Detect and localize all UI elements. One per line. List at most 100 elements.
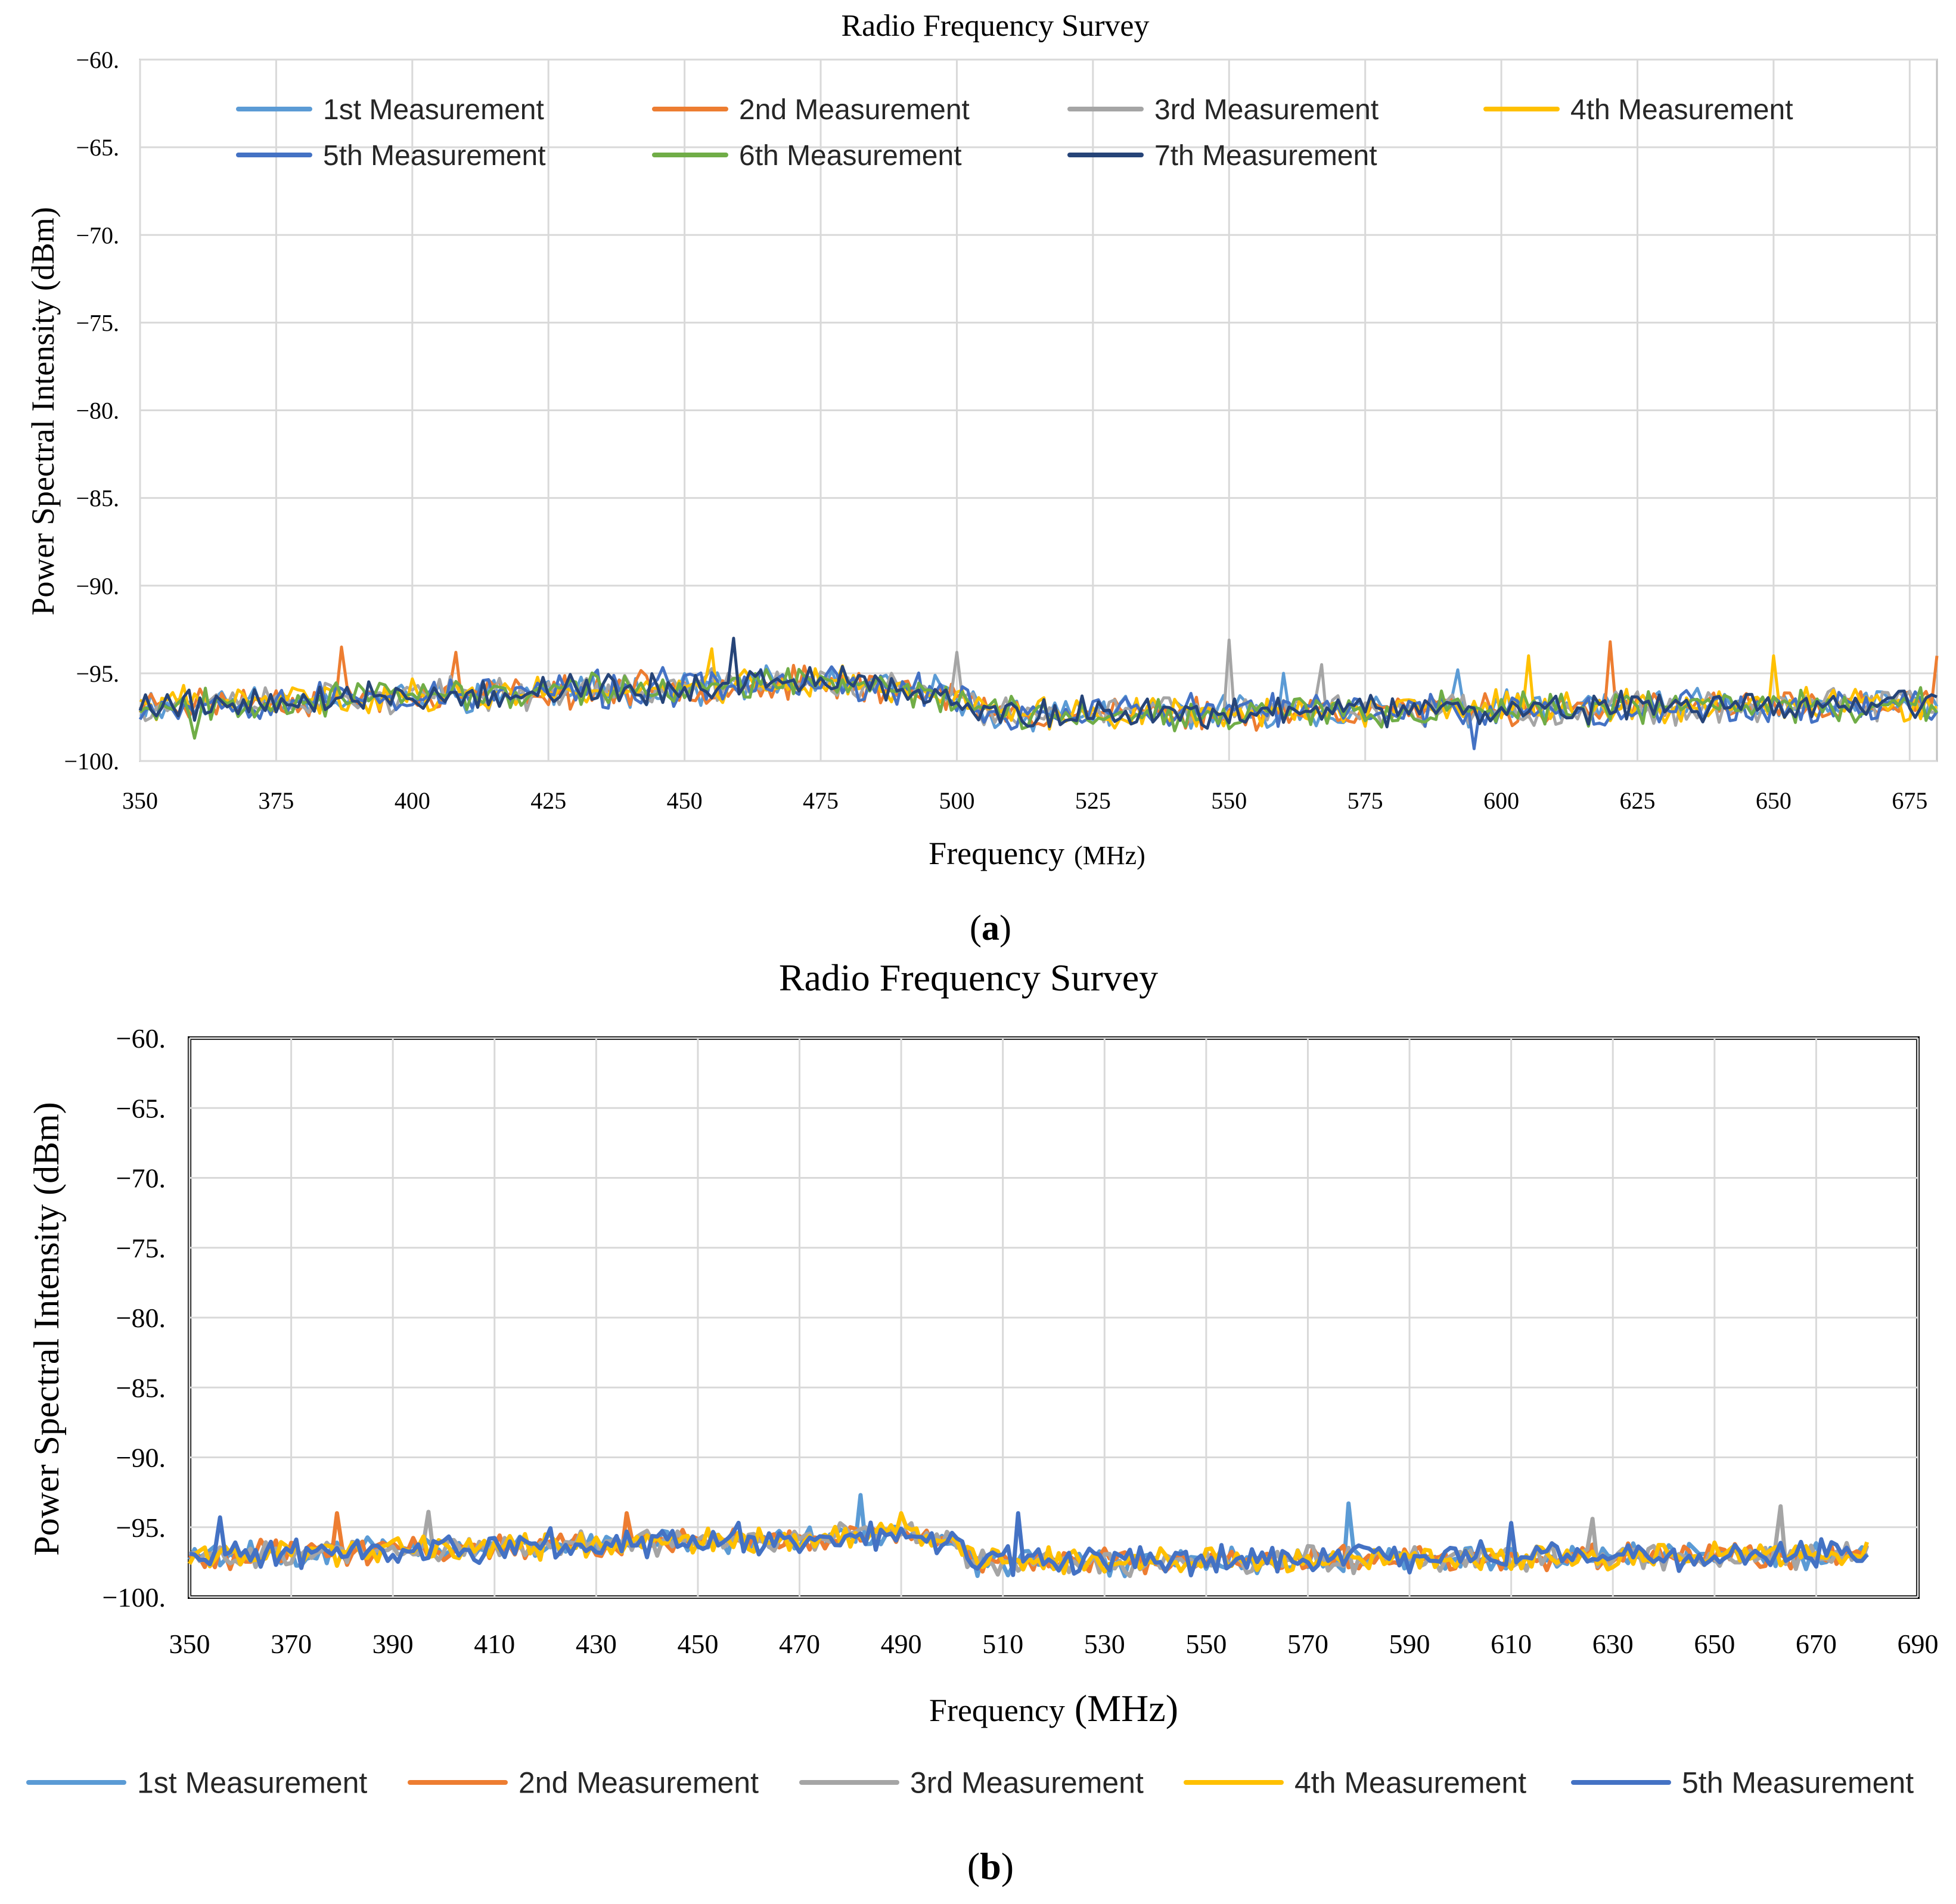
x-tick-label: 650 [1756,787,1792,814]
series-line [189,1511,1869,1577]
legend-item: 2nd Measurement [652,94,970,126]
x-tick-label: 530 [1084,1629,1125,1659]
x-tick-label: 510 [982,1629,1023,1659]
x-tick-label: 650 [1694,1629,1735,1659]
legend-label: 5th Measurement [323,140,546,172]
y-tick-label: −85. [116,1372,166,1403]
series-line [138,636,1938,730]
x-tick-label: 550 [1185,1629,1227,1659]
y-tick-label: −60. [76,46,119,73]
x-tick-labels: 350 370 390 410 430 450 470 490 510 530 550 570 590 6… [169,1629,1939,1659]
y-tick-labels: −60. −65. −70. −75. −80. −85. −90. −95. −100. [103,1023,166,1613]
x-tick-label: 670 [1796,1629,1837,1659]
x-tick-label: 600 [1483,787,1519,814]
legend-label: 2nd Measurement [519,1766,759,1800]
legend-item: 6th Measurement [652,140,962,172]
panel-label-open: ( [967,1845,980,1887]
x-axis-label: Frequency (MHz) [929,1687,1178,1729]
x-axis-label-text: Frequency [929,835,1064,871]
x-tick-label: 475 [803,787,839,814]
x-tick-label: 410 [474,1629,515,1659]
x-tick-label: 675 [1892,787,1927,814]
legend-label: 6th Measurement [739,140,962,172]
x-tick-label: 400 [395,787,430,814]
panel-label-close: ) [1001,1845,1014,1887]
legend-label: 1st Measurement [323,94,544,126]
x-tick-label: 490 [881,1629,922,1659]
legend-item: 1st Measurement [26,1766,367,1800]
y-tick-label: −60. [116,1023,166,1054]
panel-label-letter: b [980,1845,1001,1887]
legend-label: 1st Measurement [137,1766,367,1800]
x-tick-label: 500 [939,787,974,814]
x-tick-label: 690 [1898,1629,1939,1659]
legend-label: 7th Measurement [1154,140,1377,172]
legend-label: 2nd Measurement [739,94,970,126]
x-tick-label: 575 [1348,787,1383,814]
x-tick-labels: 350 375 400 425 450 475 500 525 550 575 600 625 650 6… [122,787,1927,814]
legend: 1st Measurement 2nd Measurement 3rd Measur… [26,1766,1914,1800]
y-tick-label: −75. [116,1233,166,1263]
panel-label-letter: a [982,908,999,948]
y-tick-label: −90. [116,1443,166,1473]
x-tick-label: 590 [1389,1629,1430,1659]
y-axis-label: Power Spectral Intensity (dBm) [27,1102,66,1556]
panel-label: (a) [970,908,1011,948]
y-tick-label: −85. [76,485,119,512]
y-tick-label: −95. [76,660,119,687]
legend-item: 2nd Measurement [408,1766,759,1800]
chart-title: Radio Frequency Survey [779,956,1158,999]
x-tick-label: 375 [258,787,294,814]
series-lines [187,1493,1870,1579]
y-tick-labels: −60. −65. −70. −75. −80. −85. −90. −95. −100. [64,46,119,775]
x-tick-label: 525 [1075,787,1111,814]
x-tick-label: 350 [169,1629,210,1659]
y-tick-label: −80. [76,397,119,424]
x-tick-label: 610 [1491,1629,1532,1659]
legend-label: 4th Measurement [1294,1766,1526,1800]
legend-item: 4th Measurement [1184,1766,1526,1800]
y-tick-label: −70. [76,222,119,249]
legend-item: 1st Measurement [236,94,544,126]
x-tick-label: 390 [372,1629,414,1659]
legend-label: 3rd Measurement [910,1766,1144,1800]
y-tick-label: −100. [64,748,119,775]
chart-panel-a: Radio Frequency Survey −60.−65.−70.−75.−… [25,9,1939,948]
x-tick-label: 570 [1287,1629,1328,1659]
legend-item: 5th Measurement [1571,1766,1914,1800]
series-lines [138,636,1939,750]
gridlines [139,58,1937,762]
legend-item: 3rd Measurement [1067,94,1378,126]
panel-label: (b) [967,1845,1014,1887]
y-tick-label: −70. [116,1163,166,1194]
legend-label: 3rd Measurement [1154,94,1378,126]
x-tick-label: 430 [576,1629,617,1659]
plot-area: −60. −65. −70. −75. −80. −85. −90. −95. −100. 35… [103,1023,1939,1659]
x-tick-label: 450 [677,1629,718,1659]
legend: 1st Measurement 2nd Measurement 3rd Measur… [236,94,1793,172]
y-tick-label: −100. [103,1582,166,1613]
legend-item: 7th Measurement [1067,140,1377,172]
legend-label: 4th Measurement [1570,94,1793,126]
x-axis-label: Frequency (MHz) [929,835,1145,871]
x-axis-label-text: Frequency [929,1692,1065,1728]
chart-title: Radio Frequency Survey [841,9,1149,43]
panel-label-open: ( [970,908,982,948]
gridlines [188,1037,1919,1598]
y-tick-label: −65. [116,1093,166,1123]
x-tick-label: 470 [779,1629,820,1659]
y-tick-label: −95. [116,1512,166,1543]
chart-panel-b: Radio Frequency Survey −60. −65. −70. −75. −… [26,956,1939,1887]
legend-item: 3rd Measurement [799,1766,1144,1800]
y-tick-label: −90. [76,573,119,600]
x-tick-label: 630 [1592,1629,1634,1659]
legend-item: 4th Measurement [1483,94,1793,126]
panel-label-close: ) [999,908,1011,948]
x-axis-label-unit: (MHz) [1074,841,1145,870]
x-tick-label: 450 [667,787,703,814]
y-tick-label: −75. [76,309,119,336]
plot-area: −60. −65. −70. −75. −80. −85. −90. −95. −100. 35… [64,46,1939,814]
y-tick-label: −65. [76,134,119,161]
x-tick-label: 550 [1211,787,1247,814]
y-axis-label: Power Spectral Intensity (dBm) [25,207,61,615]
